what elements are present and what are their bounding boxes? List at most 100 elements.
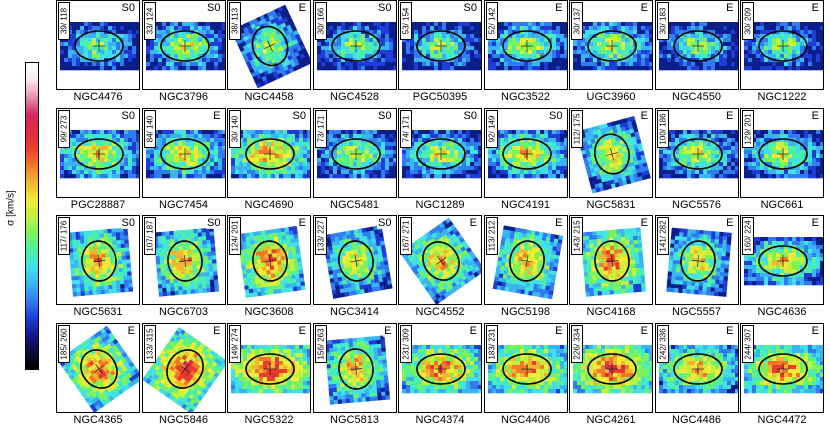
sigma-range-text: 156/ 263: [316, 327, 325, 360]
voronoi-bins: [575, 115, 651, 194]
galaxy-name: NGC3796: [159, 91, 208, 103]
voronoi-bins: [60, 129, 139, 178]
morph-type-label: E: [810, 324, 820, 337]
sigma-range-text: 30/ 140: [230, 115, 240, 142]
sigma-range-label: 84/ 140: [143, 109, 156, 148]
galaxy-name: NGC5322: [244, 413, 294, 426]
sigma-range-label: 52/ 142: [485, 2, 498, 40]
morph-type-label: S0: [120, 217, 136, 229]
voronoi-bins: [67, 227, 134, 297]
sigma-range-label: 242/ 336: [656, 324, 669, 363]
sigma-range-text: 92/ 149: [487, 115, 496, 142]
dispersion-map: 73/ 171 S0: [312, 107, 397, 198]
dispersion-map: 117/ 176 S0: [56, 215, 140, 305]
dispersion-map: 99/ 273 S0: [56, 107, 140, 198]
sigma-range-label: 73/ 171: [314, 109, 327, 148]
sigma-range-text: 133/ 227: [316, 220, 325, 252]
voronoi-bins: [402, 22, 481, 71]
voronoi-bins: [57, 325, 139, 412]
galaxy-panel: 52/ 142 E NGC3522: [483, 0, 568, 106]
voronoi-bins: [402, 344, 481, 393]
galaxy-name: NGC4374: [415, 413, 465, 426]
morph-type-label: S0: [377, 109, 393, 122]
dispersion-map: 74/ 171 S0: [398, 107, 482, 198]
sigma-range-label: 133/ 315: [143, 324, 156, 363]
galaxy-name: NGC3522: [501, 91, 550, 103]
sigma-range-text: 30/ 137: [572, 7, 582, 35]
galaxy-panel: 141/ 282 E NGC5557: [654, 215, 739, 321]
dispersion-map: 113/ 212 E: [483, 215, 568, 305]
sigma-range-text: 39/ 118: [59, 7, 69, 35]
sigma-range-label: 30/ 140: [229, 109, 241, 148]
dispersion-map: 100/ 186 E: [654, 107, 739, 198]
dispersion-map: 185/ 260 E: [56, 322, 140, 413]
sigma-range-text: 73/ 171: [316, 115, 325, 142]
sigma-range-text: 141/ 282: [658, 220, 667, 252]
sigma-range-label: 124/ 201: [229, 217, 241, 255]
sigma-range-label: 156/ 263: [314, 324, 327, 363]
morph-type-label: E: [810, 217, 820, 229]
voronoi-bins: [658, 22, 738, 71]
dispersion-map: 133/ 227 S0: [312, 215, 397, 305]
galaxy-panel: 242/ 336 E NGC4486: [654, 322, 739, 429]
sigma-range-label: 226/ 334: [571, 324, 583, 363]
galaxy-panel: 117/ 176 S0 NGC5631: [56, 215, 140, 321]
dispersion-map: 38/ 113 E: [227, 0, 311, 90]
sigma-range-label: 167/ 271: [400, 217, 412, 255]
voronoi-bins: [402, 129, 481, 178]
dispersion-map: 52/ 142 E: [483, 0, 568, 90]
galaxy-name: NGC4552: [415, 306, 465, 318]
galaxy-panel: 183/ 231 E NGC4406: [483, 322, 568, 429]
morph-type-label: E: [297, 2, 307, 14]
morph-type-label: E: [212, 109, 222, 122]
sigma-range-text: 167/ 271: [401, 220, 411, 252]
dispersion-map: 124/ 201 E: [227, 215, 311, 305]
morph-type-label: S0: [120, 109, 136, 122]
galaxy-name: NGC5557: [672, 306, 721, 318]
dispersion-map: 143/ 215 E: [569, 215, 653, 305]
voronoi-bins: [399, 217, 481, 304]
sigma-range-text: 30/ 183: [658, 7, 667, 35]
sigma-range-label: 231/ 309: [400, 324, 412, 363]
sigma-range-label: 244/ 307: [742, 324, 754, 363]
morph-type-label: E: [126, 324, 136, 337]
galaxy-panel: 112/ 175 E NGC5831: [569, 107, 653, 214]
galaxy-panel: 39/ 118 S0 NGC4476: [56, 0, 140, 106]
sigma-colorbar: [25, 62, 39, 370]
voronoi-bins: [231, 129, 310, 178]
galaxy-name: NGC5631: [73, 306, 123, 318]
sigma-range-text: 143/ 215: [572, 220, 582, 252]
dispersion-map: 39/ 118 S0: [56, 0, 140, 90]
morph-type-label: E: [639, 217, 649, 229]
galaxy-name: NGC5813: [330, 413, 379, 426]
voronoi-bins: [487, 344, 567, 393]
galaxy-panel: 133/ 227 S0 NGC3414: [312, 215, 397, 321]
galaxy-name: NGC4261: [586, 413, 636, 426]
dispersion-map: 149/ 274 E: [227, 322, 311, 413]
galaxy-name: NGC3608: [244, 306, 294, 318]
sigma-range-text: 53/ 154: [401, 7, 411, 35]
galaxy-panel: 129/ 201 E NGC661: [740, 107, 824, 214]
galaxy-panel: 143/ 215 E NGC4168: [569, 215, 653, 321]
galaxy-panel: 38/ 113 E NGC4458: [227, 0, 311, 106]
galaxy-name: NGC5831: [586, 198, 636, 211]
voronoi-bins: [492, 225, 563, 300]
dispersion-map: 30/ 137 E: [569, 0, 653, 90]
galaxy-panel: 156/ 263 E NGC5813: [312, 322, 397, 429]
galaxy-name: NGC4406: [501, 413, 550, 426]
dispersion-map: 112/ 175 E: [569, 107, 653, 198]
sigma-range-text: 74/ 171: [401, 115, 411, 142]
sigma-range-text: 99/ 273: [59, 115, 69, 142]
sigma-range-label: 30/ 137: [571, 2, 583, 40]
morph-type-label: E: [725, 109, 735, 122]
sigma-range-label: 117/ 176: [58, 217, 70, 255]
voronoi-bins: [230, 4, 310, 89]
galaxy-name: NGC6703: [159, 306, 208, 318]
dispersion-map: 156/ 263 E: [312, 322, 397, 413]
sigma-range-label: 133/ 227: [314, 217, 327, 255]
galaxy-panel: 185/ 260 E NGC4365: [56, 322, 140, 429]
sigma-range-label: 185/ 260: [58, 324, 70, 363]
morph-type-label: E: [383, 324, 393, 337]
sigma-range-label: 149/ 274: [229, 324, 241, 363]
sigma-range-text: 185/ 260: [59, 327, 69, 360]
